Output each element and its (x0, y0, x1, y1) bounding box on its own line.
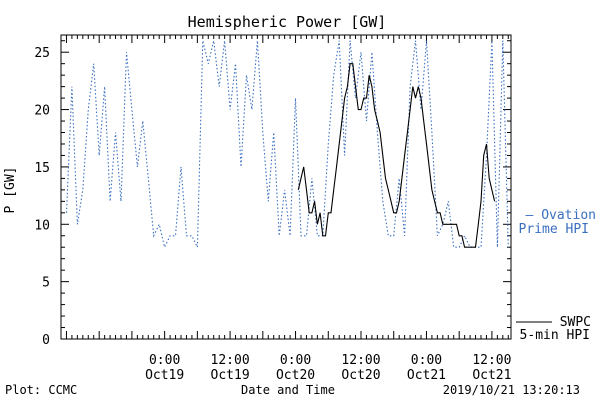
x-tick-label-date: Oct19 (211, 368, 250, 383)
chart-title: Hemispheric Power [GW] (188, 13, 387, 31)
series-line-ovation (65, 40, 509, 249)
y-tick-label: 0 (42, 333, 50, 348)
y-axis-label-text: P [GW] (3, 167, 18, 214)
legend-ovation-line2: Prime HPI (519, 222, 589, 237)
x-tick-label-time: 12:00 (341, 353, 380, 368)
axis-ticks (61, 35, 511, 340)
x-tick-label-time: 0:00 (411, 353, 442, 368)
x-tick-labels: 0:00Oct1912:00Oct190:00Oct2012:00Oct200:… (145, 353, 511, 383)
y-tick-labels: 0 5 10 15 20 25 (34, 46, 50, 348)
x-axis-label: Date and Time (241, 383, 335, 397)
legend-swpc-line2: 5-min HPI (520, 328, 590, 343)
legend-ovation-line1: — Ovation (526, 208, 596, 223)
x-tick-label-date: Oct21 (472, 368, 511, 383)
y-axis-label: P [GW] (3, 167, 18, 214)
x-tick-label-time: 12:00 (211, 353, 250, 368)
series-swpc-5min-hpi (297, 63, 496, 248)
legend-swpc: SWPC 5-min HPI (516, 315, 591, 343)
y-tick-label: 20 (34, 104, 50, 119)
series-line-swpc (297, 63, 496, 248)
plot-frame (60, 34, 512, 340)
x-tick-label-time: 0:00 (149, 353, 180, 368)
x-tick-label-date: Oct21 (407, 368, 446, 383)
y-tick-label: 10 (34, 218, 50, 233)
y-tick-label: 5 (42, 276, 50, 291)
y-tick-label: 15 (34, 161, 50, 176)
footer-plot-source: Plot: CCMC (5, 383, 77, 397)
x-tick-label-time: 12:00 (472, 353, 511, 368)
legend-ovation: — Ovation Prime HPI (519, 208, 596, 237)
y-tick-label: 25 (34, 46, 50, 61)
x-tick-label-date: Oct19 (145, 368, 184, 383)
series-ovation-prime-hpi (65, 40, 509, 249)
footer-timestamp: 2019/10/21 13:20:13 (443, 383, 580, 397)
x-tick-label-date: Oct20 (276, 368, 315, 383)
x-tick-label-time: 0:00 (280, 353, 311, 368)
x-tick-label-date: Oct20 (341, 368, 380, 383)
legend-swpc-line1: SWPC (560, 315, 591, 330)
